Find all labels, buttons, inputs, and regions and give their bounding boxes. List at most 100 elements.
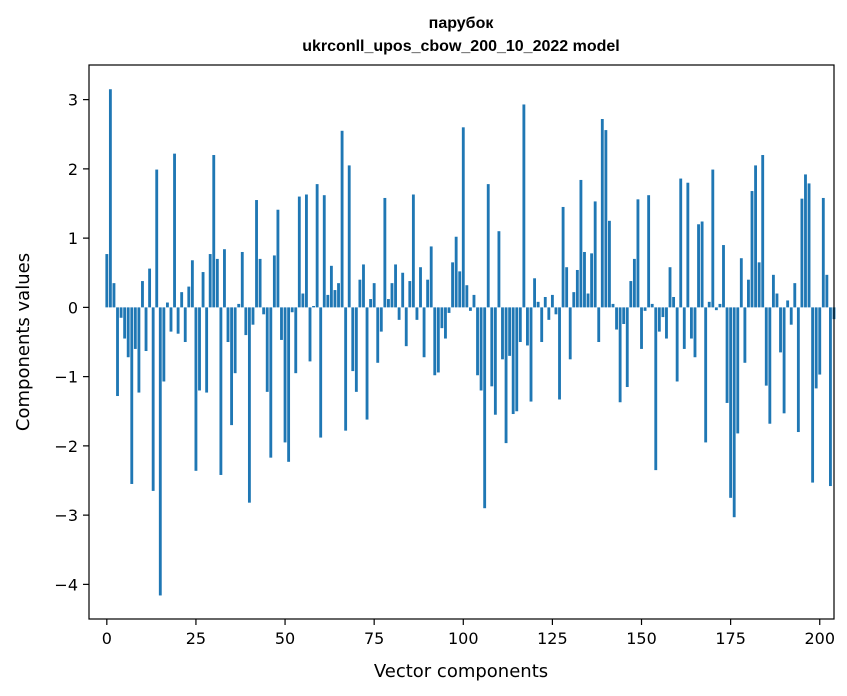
bar	[604, 130, 608, 308]
y-axis-ticks: −4 −3 −2 −1 0 1 2 3	[54, 91, 89, 594]
bar	[433, 307, 437, 376]
bar	[319, 307, 323, 438]
bar	[707, 301, 711, 308]
bar	[657, 307, 661, 332]
bar	[543, 296, 547, 308]
bar	[176, 307, 180, 334]
bar	[144, 307, 148, 352]
bar	[771, 274, 775, 308]
bar	[736, 307, 740, 434]
bar	[198, 307, 201, 391]
y-tick-label: −2	[54, 437, 78, 456]
bar	[190, 260, 194, 308]
y-tick-label: −1	[54, 368, 78, 387]
bar	[255, 200, 258, 308]
bar	[419, 267, 422, 308]
bar	[725, 307, 729, 403]
bar	[789, 307, 793, 325]
bar	[665, 307, 668, 339]
bar	[472, 294, 476, 308]
bar	[561, 206, 565, 308]
bar	[283, 307, 287, 443]
y-tick-label: −4	[54, 575, 78, 594]
bar	[262, 307, 266, 315]
bar	[212, 155, 216, 308]
x-tick-label: 175	[715, 629, 746, 648]
bar	[654, 307, 658, 471]
bar	[761, 155, 765, 308]
bar	[675, 307, 679, 382]
bar	[722, 245, 725, 308]
x-axis-ticks: 0 25 50 75 100 125 150 175 200	[102, 619, 835, 648]
bar	[615, 307, 618, 330]
bar	[247, 307, 251, 503]
bar	[572, 292, 576, 308]
bar	[540, 307, 544, 343]
bar	[693, 307, 697, 358]
bar	[329, 265, 333, 308]
bar	[522, 104, 526, 308]
bar	[240, 251, 244, 308]
bar	[365, 307, 369, 420]
bar	[490, 307, 494, 387]
bar	[265, 307, 269, 392]
bar	[244, 307, 248, 336]
bar	[729, 307, 733, 498]
bar	[779, 307, 782, 353]
bar	[586, 293, 590, 308]
bar	[536, 301, 540, 308]
bar	[479, 307, 483, 391]
bar	[219, 307, 223, 475]
y-tick-label: 3	[68, 91, 78, 110]
bar	[718, 303, 722, 308]
bar	[529, 307, 533, 402]
y-tick-label: −3	[54, 506, 78, 525]
bar	[447, 307, 451, 313]
bar	[501, 307, 504, 360]
bar	[590, 253, 594, 308]
x-tick-label: 50	[275, 629, 295, 648]
bar	[622, 307, 626, 324]
bar	[394, 264, 397, 308]
bar	[511, 307, 515, 415]
bar	[786, 300, 790, 308]
bar	[404, 307, 408, 347]
bar	[493, 307, 497, 415]
bar	[608, 220, 611, 308]
bar	[411, 194, 415, 308]
bar	[750, 191, 754, 308]
bar	[180, 292, 184, 308]
bar	[276, 209, 280, 308]
bar	[166, 302, 169, 308]
bar	[169, 307, 173, 332]
bar	[747, 279, 750, 308]
bar	[618, 307, 622, 403]
bar	[158, 307, 162, 596]
bar	[497, 231, 501, 308]
bar	[732, 307, 736, 518]
bar	[515, 307, 519, 412]
bar	[800, 198, 804, 308]
bar	[814, 307, 818, 389]
bar	[632, 258, 636, 308]
bar	[290, 307, 294, 313]
bar	[422, 307, 426, 358]
bar	[796, 307, 800, 433]
bar	[340, 130, 344, 308]
bar	[429, 246, 433, 308]
bar	[297, 196, 301, 308]
bar	[697, 224, 700, 308]
bar	[308, 307, 312, 362]
bar	[743, 307, 747, 363]
bar	[768, 307, 772, 424]
plot-frame	[88, 64, 835, 620]
bar	[280, 307, 283, 340]
bar	[383, 197, 387, 308]
bar	[223, 249, 226, 308]
bar	[230, 307, 234, 426]
bar	[305, 194, 308, 308]
bar	[123, 307, 127, 339]
bar	[640, 307, 643, 349]
bar	[476, 307, 479, 376]
bar	[704, 307, 708, 443]
